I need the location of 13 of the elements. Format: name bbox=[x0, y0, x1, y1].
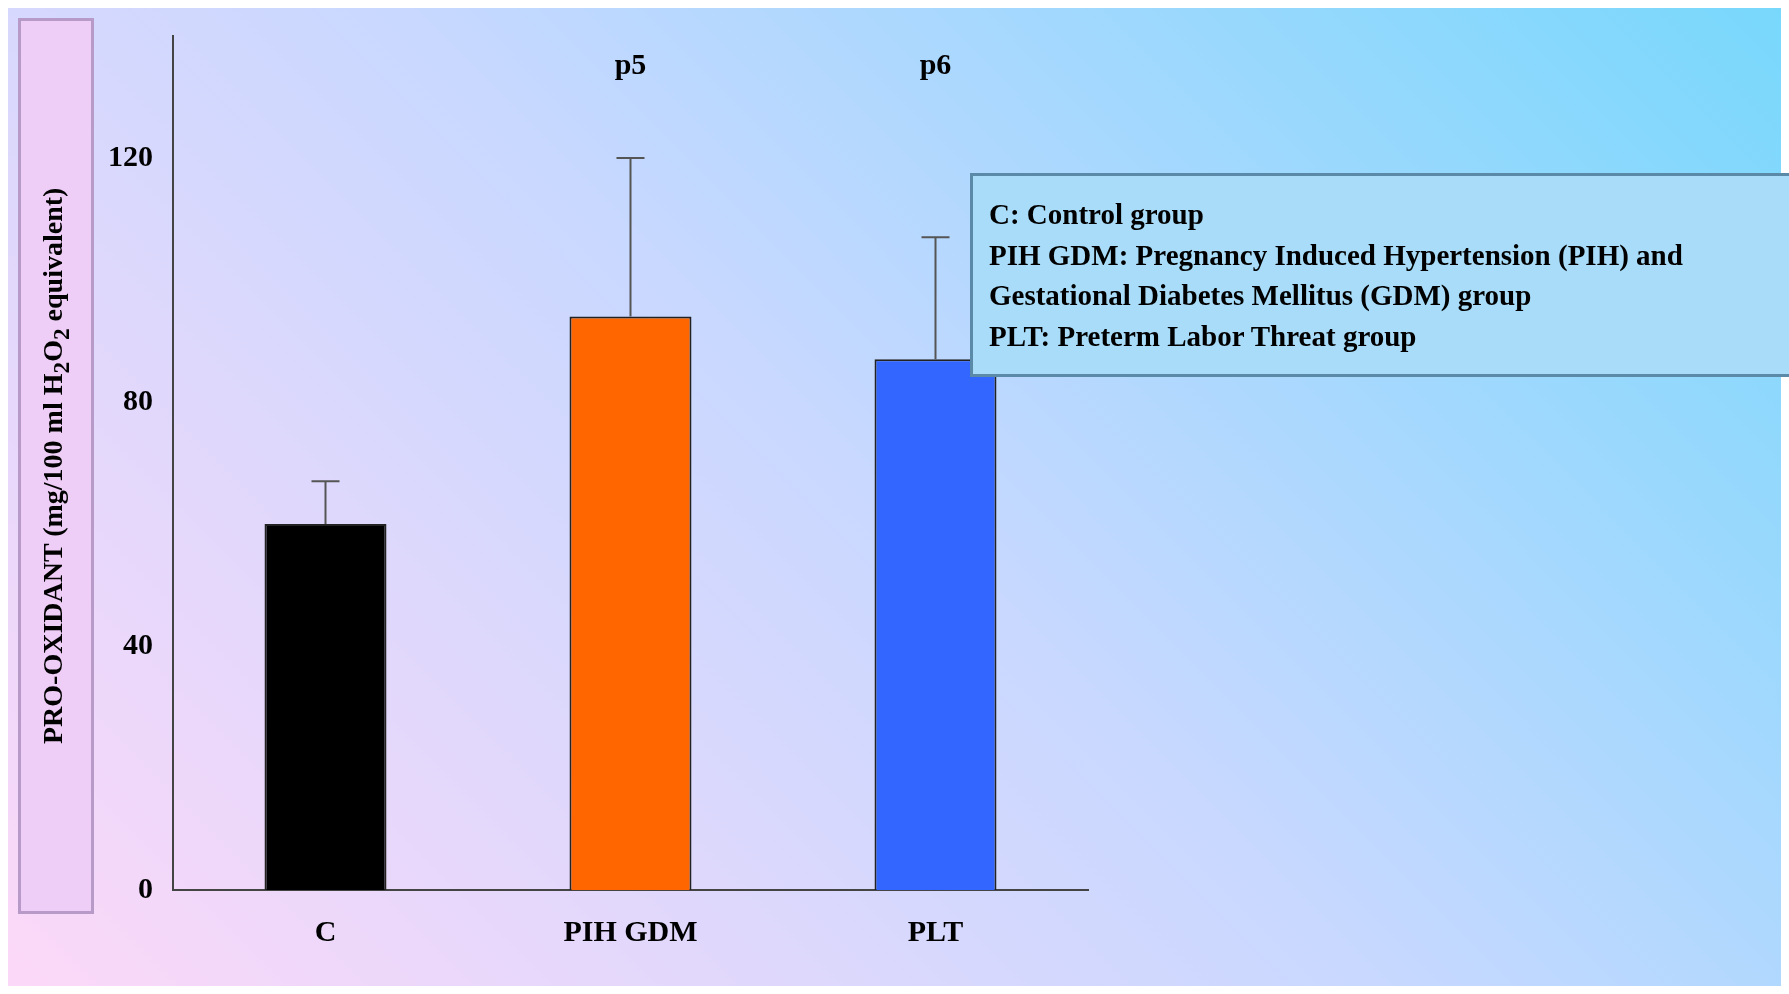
y-tick-label: 120 bbox=[108, 138, 153, 172]
x-tick-label: C bbox=[314, 913, 337, 947]
y-tick-label: 40 bbox=[123, 626, 153, 660]
annotation: p6 bbox=[919, 46, 952, 80]
y-tick-label: 0 bbox=[138, 870, 153, 904]
annotation: PIH GDM: Pregnancy Induced Hypertension (PIH) and Gestational Diabetes Mellitus (GDM) group bbox=[989, 237, 1684, 314]
x-tick-label: PIH GDM bbox=[563, 913, 698, 947]
annotation: p5 bbox=[614, 46, 647, 80]
note-box: C: Control group PIH GDM: Pregnancy Induced Hypertension (PIH) and Gestational Diabetes Mellitus (GDM) group PLT: Preterm Labor Threat group bbox=[970, 173, 1789, 378]
y-tick-label: 80 bbox=[123, 382, 153, 416]
x-tick-label: PLT bbox=[907, 913, 964, 947]
annotation: C: Control group bbox=[989, 197, 1205, 232]
annotation: PLT: Preterm Labor Threat group bbox=[989, 318, 1418, 354]
